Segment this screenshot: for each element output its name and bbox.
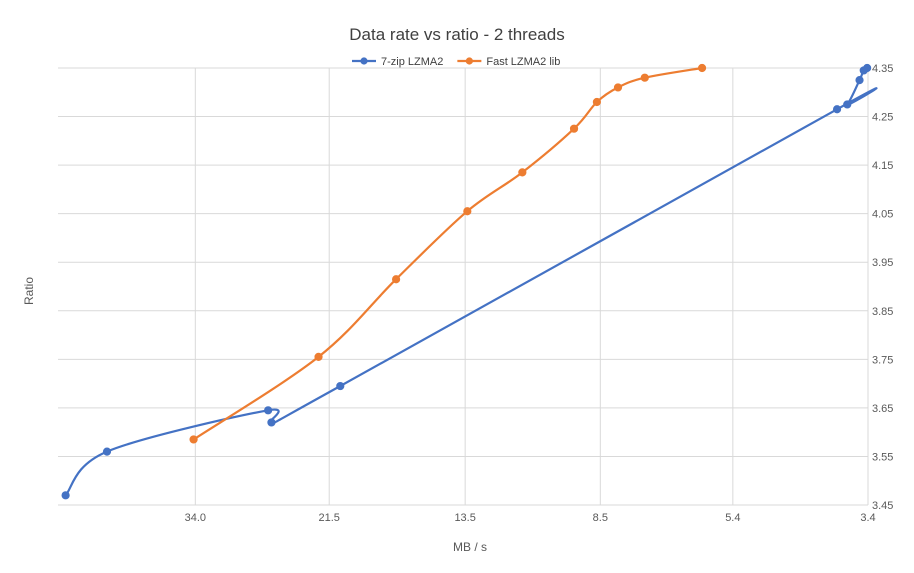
data-point	[61, 491, 70, 500]
data-point	[102, 447, 112, 456]
y-tick-label: 3.85	[872, 306, 893, 318]
data-point	[391, 275, 401, 284]
y-tick-label: 4.15	[872, 160, 893, 172]
data-point	[855, 76, 864, 85]
tick-labels: 3.45 3.55 3.65 3.75 3.85 3.95 4.05 4.15 4.25 4.35…	[185, 63, 894, 524]
data-point	[463, 207, 472, 216]
y-tick-label: 3.75	[872, 354, 893, 366]
series-2	[189, 63, 707, 444]
y-tick-label: 3.45	[872, 500, 893, 512]
legend-marker	[360, 57, 368, 65]
data-point	[863, 63, 872, 73]
x-tick-label: 3.4	[860, 512, 875, 524]
data-point	[613, 83, 623, 92]
y-axis-label: Ratio	[22, 277, 36, 305]
data-point	[640, 73, 649, 82]
data-point	[592, 97, 601, 107]
data-point	[518, 168, 527, 177]
data-point	[314, 352, 323, 362]
y-tick-label: 4.25	[872, 112, 893, 124]
legend-item: Fast LZMA2 lib	[457, 56, 560, 68]
data-point	[843, 100, 852, 109]
data-point	[832, 105, 842, 114]
legend-label: 7-zip LZMA2	[381, 56, 443, 68]
x-tick-label: 34.0	[185, 512, 206, 524]
x-tick-label: 21.5	[318, 512, 339, 524]
x-tick-label: 5.4	[725, 512, 740, 524]
data-point	[697, 63, 707, 73]
legend-item: 7-zip LZMA2	[352, 56, 443, 68]
y-tick-label: 4.05	[872, 209, 893, 221]
x-axis-label: MB / s	[453, 540, 487, 554]
y-tick-label: 3.55	[872, 451, 893, 463]
legend: 7-zip LZMA2 Fast LZMA2 lib	[352, 56, 560, 68]
x-tick-label: 13.5	[454, 512, 475, 524]
data-point	[189, 435, 198, 444]
legend-marker	[465, 57, 473, 65]
gridlines	[58, 67, 869, 506]
legend-label: Fast LZMA2 lib	[486, 56, 560, 68]
y-tick-label: 4.35	[872, 63, 893, 75]
data-point	[569, 124, 579, 133]
chart-title: Data rate vs ratio - 2 threads	[349, 25, 564, 44]
x-tick-label: 8.5	[593, 512, 608, 524]
data-point	[264, 406, 273, 415]
data-point	[267, 418, 276, 427]
series-layer	[61, 63, 878, 500]
data-point	[336, 381, 345, 391]
y-tick-label: 3.95	[872, 257, 893, 269]
y-tick-label: 3.65	[872, 403, 893, 415]
